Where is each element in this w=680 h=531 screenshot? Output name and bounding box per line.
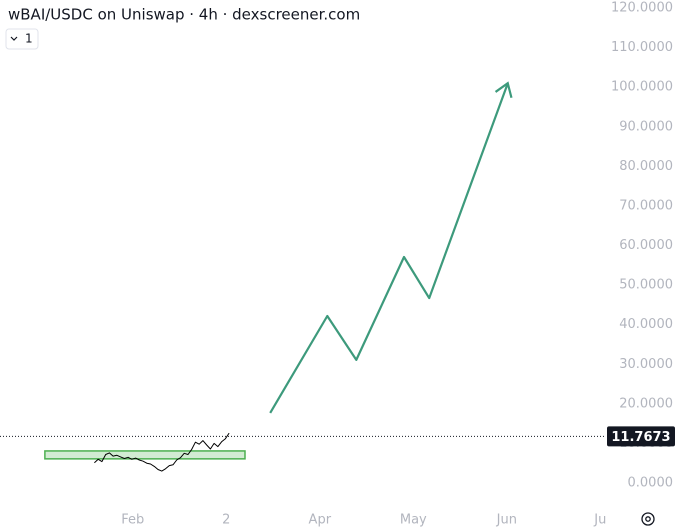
y-tick-label: 70.0000 — [619, 198, 673, 213]
y-tick-label: 40.0000 — [619, 317, 673, 332]
x-tick-label: Jun — [496, 513, 517, 528]
x-tick-label: May — [400, 513, 427, 528]
support-zone — [44, 450, 246, 460]
y-tick-label: 30.0000 — [619, 357, 673, 372]
y-tick-label: 100.0000 — [611, 80, 673, 95]
price-line — [94, 432, 230, 472]
arrow-head — [494, 81, 513, 99]
interval-button[interactable] — [5, 28, 39, 50]
y-tick-label: 50.0000 — [619, 278, 673, 293]
chevron-icon — [10, 36, 18, 41]
y-tick-label: 110.0000 — [611, 40, 673, 55]
y-tick-label: 0.0000 — [628, 476, 674, 491]
x-tick-label: Feb — [121, 513, 144, 528]
last-price-box — [607, 426, 675, 447]
x-tick-label: Apr — [309, 513, 332, 528]
y-tick-label: 80.0000 — [619, 159, 673, 174]
y-tick-label: 60.0000 — [619, 238, 673, 253]
y-tick-label: 20.0000 — [619, 396, 673, 411]
interval-label: 1 — [25, 32, 33, 46]
price-line — [269, 82, 509, 414]
y-tick-label: 120.0000 — [611, 1, 673, 16]
x-tick-label: Ju — [593, 513, 606, 528]
settings-icon[interactable] — [641, 512, 655, 526]
x-tick-label: 2 — [222, 513, 230, 528]
last-price-label: 11.7673 — [611, 430, 670, 445]
y-tick-label: 90.0000 — [619, 119, 673, 134]
chart-title: wBAI/USDC on Uniswap · 4h · dexscreener.… — [8, 6, 360, 24]
